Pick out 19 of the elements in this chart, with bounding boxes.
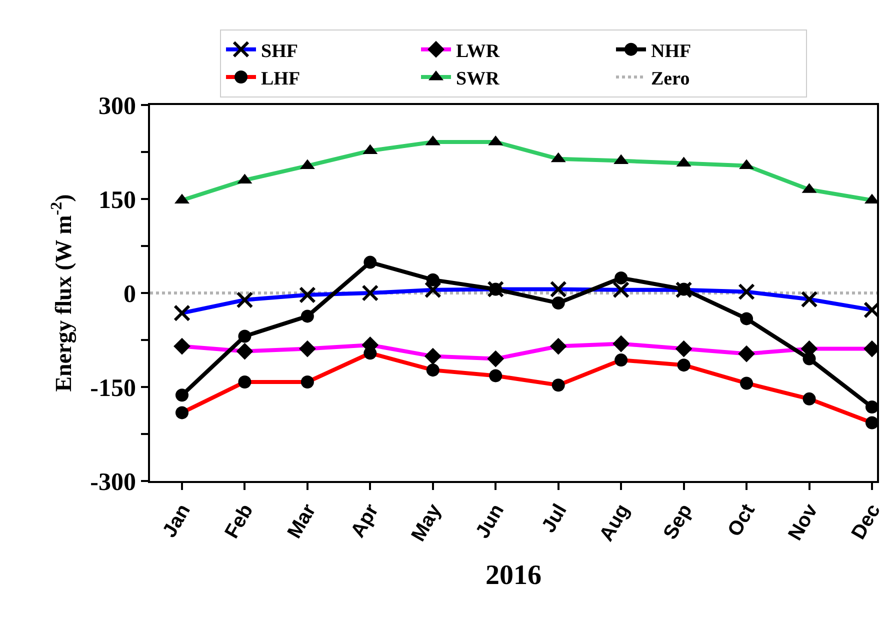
y-tick-label: 0 — [124, 280, 136, 308]
x-tick-label: Jul — [538, 500, 572, 537]
x-tick-label: Jun — [472, 500, 509, 542]
legend-label: LHF — [261, 68, 300, 90]
legend-label: Zero — [651, 68, 690, 90]
x-axis-title: 2016 — [486, 560, 542, 591]
x-tick-label: Dec — [848, 500, 885, 544]
legend-label: SWR — [456, 68, 500, 90]
x-tick-label: Sep — [659, 500, 697, 544]
x-tick-label: Feb — [220, 500, 258, 542]
y-tick-label: 300 — [98, 92, 136, 120]
y-tick-label: 150 — [98, 186, 136, 214]
legend-label: NHF — [651, 40, 692, 62]
x-tick-label: Oct — [724, 500, 760, 540]
y-tick-label: -150 — [90, 374, 136, 402]
legend-label: SHF — [261, 40, 298, 62]
legend-label: LWR — [456, 40, 500, 62]
x-tick-label: Jan — [158, 500, 195, 542]
y-tick-label: -300 — [90, 468, 136, 496]
